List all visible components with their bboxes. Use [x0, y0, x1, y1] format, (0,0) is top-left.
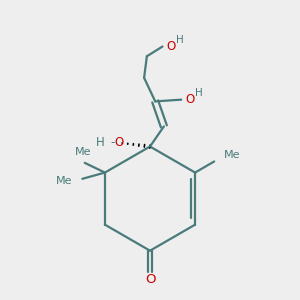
Text: O: O — [185, 93, 195, 106]
Text: Me: Me — [75, 147, 91, 158]
Text: O: O — [145, 273, 155, 286]
Text: O: O — [167, 40, 176, 53]
Text: O: O — [115, 136, 124, 149]
Text: H: H — [95, 136, 104, 149]
Text: -: - — [110, 136, 115, 149]
Text: H: H — [176, 35, 184, 45]
Text: Me: Me — [56, 176, 72, 186]
Text: Me: Me — [224, 150, 240, 160]
Text: H: H — [195, 88, 203, 98]
